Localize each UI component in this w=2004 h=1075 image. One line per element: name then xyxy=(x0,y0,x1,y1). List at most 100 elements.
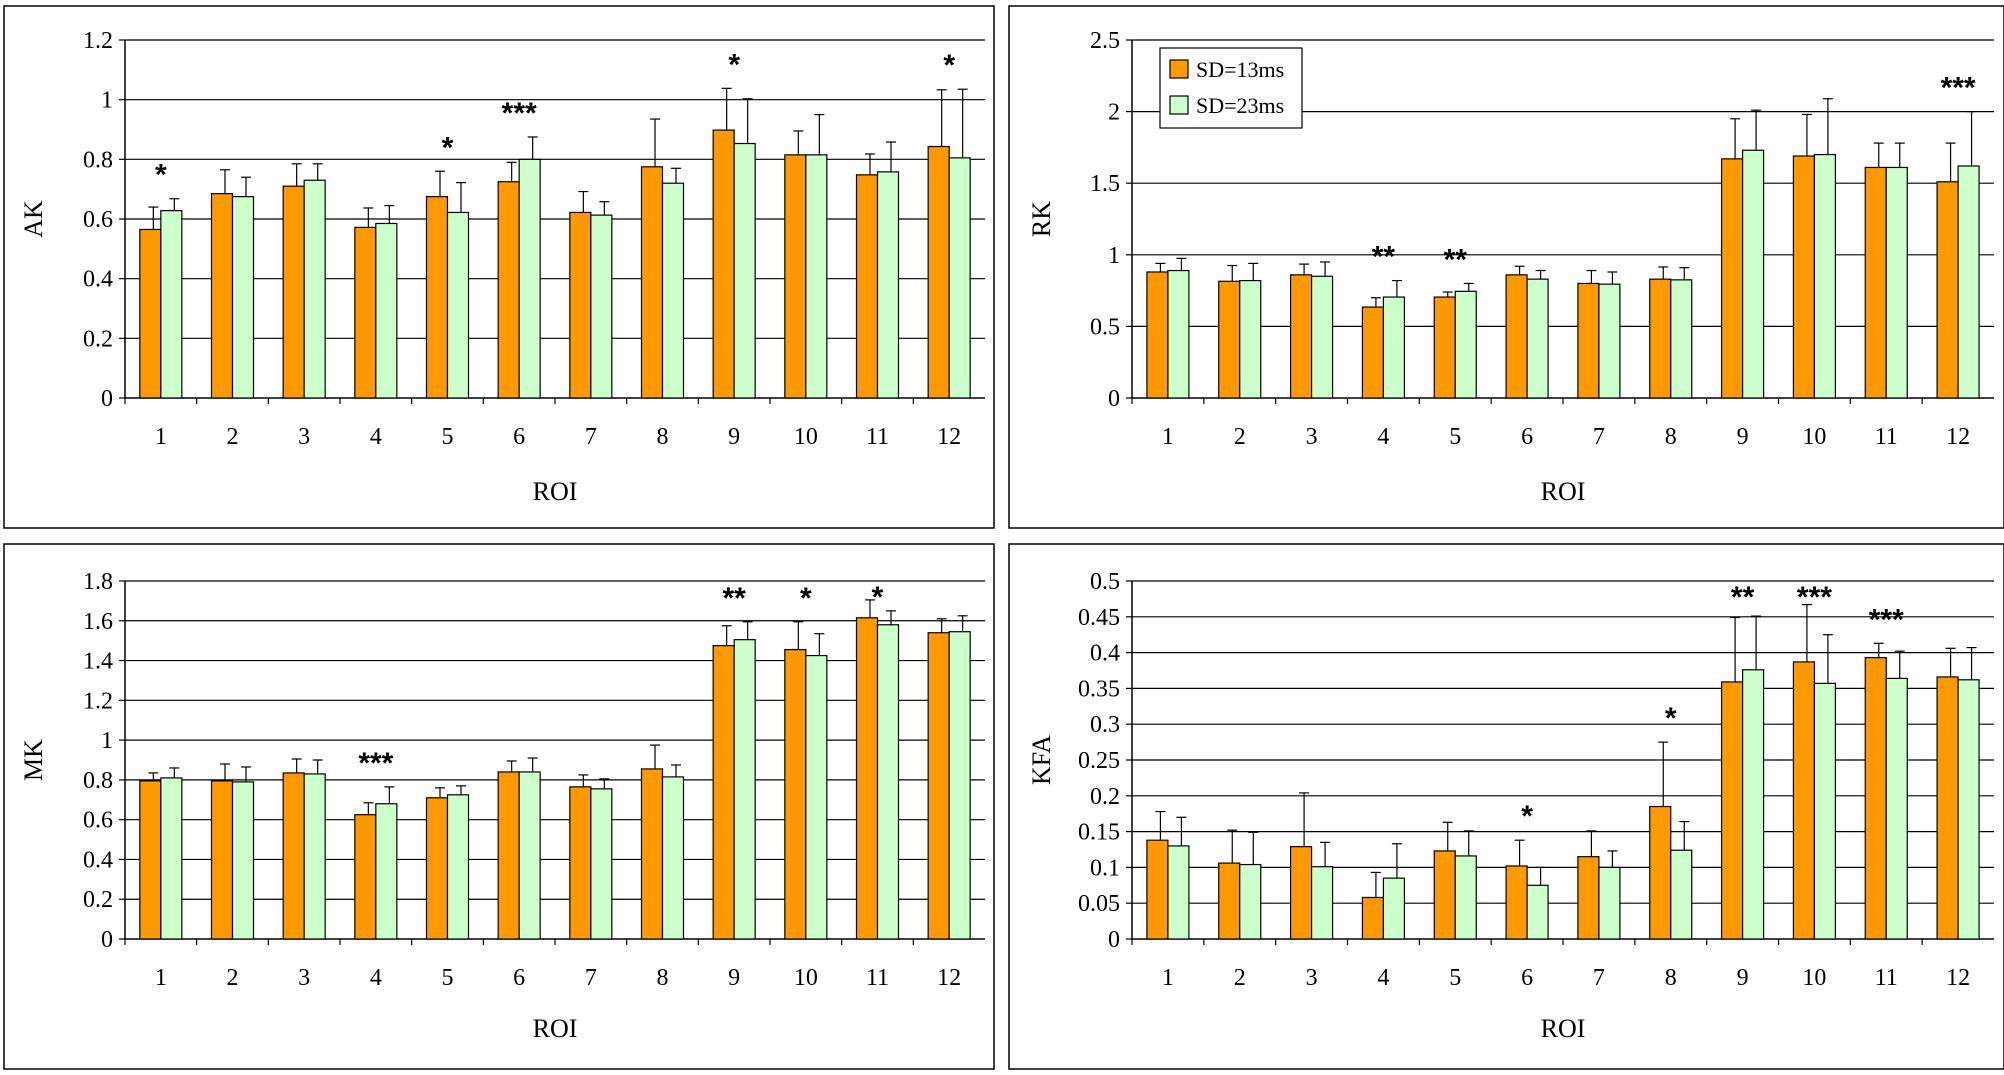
chart-rk: 00.511.522.51 2 3 4**5**6 7 8 9 10 11 12***RKROIS… xyxy=(1008,5,2004,529)
bar-sd13 xyxy=(1649,805,1672,940)
bar-sd13 xyxy=(425,797,449,940)
x-tick-label: 3 xyxy=(1306,424,1318,450)
bar-sd23 xyxy=(303,773,326,940)
bar-sd23 xyxy=(1454,290,1477,399)
bar-sd23 xyxy=(948,157,971,399)
x-axis-label: ROI xyxy=(533,477,578,506)
bar-sd13 xyxy=(1720,681,1744,940)
bar-sd23 xyxy=(1885,166,1908,399)
x-tick-label: 6 xyxy=(1521,965,1533,991)
x-tick-label: 10 xyxy=(1802,424,1826,450)
significance-marker: *** xyxy=(1869,603,1904,636)
y-axis-label: AK xyxy=(19,200,48,238)
bar-sd13 xyxy=(210,193,234,399)
bar-sd23 xyxy=(518,158,541,399)
bar-sd13 xyxy=(712,129,735,399)
bar-sd13 xyxy=(1218,862,1241,940)
bar-sd13 xyxy=(1433,850,1456,940)
x-tick-label: 9 xyxy=(1737,965,1749,991)
legend-label: SD=23ms xyxy=(1196,93,1284,118)
bar-sd23 xyxy=(1382,877,1406,940)
bar-sd13 xyxy=(354,226,377,399)
bar-sd23 xyxy=(1167,269,1190,399)
x-tick-label: 11 xyxy=(866,965,889,991)
bar-sd13 xyxy=(784,649,807,940)
significance-marker: * xyxy=(1521,800,1533,833)
y-tick-label: 1 xyxy=(101,88,113,114)
bar-sd23 xyxy=(518,771,541,940)
bar-sd13 xyxy=(139,780,162,940)
bar-sd13 xyxy=(640,166,664,399)
bar-sd23 xyxy=(1813,153,1837,399)
y-tick-label: 1.6 xyxy=(83,609,113,635)
chart-ak: 0 0.2 0.4 0.6 0.8 1 1.2 1 * 2 3 4 5 * 6 *** 7 8 9 * 10 11 12 * A… xyxy=(3,5,995,529)
y-tick-label: 1.8 xyxy=(83,569,113,595)
x-tick-label: 5 xyxy=(1449,965,1461,991)
x-tick-label: 10 xyxy=(1802,965,1826,991)
bar-sd13 xyxy=(1577,856,1600,940)
x-tick-label: 1 xyxy=(1162,424,1174,450)
x-tick-label: 11 xyxy=(1875,965,1898,991)
bar-sd13 xyxy=(1361,306,1385,399)
bar-sd23 xyxy=(160,777,183,940)
bar-sd23 xyxy=(1167,845,1190,940)
y-tick-label: 1.2 xyxy=(83,28,113,54)
bar-sd13 xyxy=(1936,181,1959,399)
x-tick-label: 6 xyxy=(1521,424,1533,450)
y-tick-label: 0.5 xyxy=(1090,314,1120,340)
y-tick-label: 0.15 xyxy=(1078,820,1120,846)
bar-sd13 xyxy=(569,786,592,940)
bar-sd23 xyxy=(1670,279,1693,399)
bar-sd23 xyxy=(1239,863,1262,940)
significance-marker: * xyxy=(800,582,812,615)
significance-marker: ** xyxy=(1444,243,1468,276)
bar-sd13 xyxy=(1505,865,1528,940)
x-tick-label: 3 xyxy=(1306,965,1318,991)
x-tick-label: 10 xyxy=(794,965,818,991)
bar-sd13 xyxy=(1433,296,1456,399)
bar-sd13 xyxy=(927,145,950,399)
bar-sd13 xyxy=(354,814,377,940)
x-tick-label: 12 xyxy=(937,965,961,991)
bar-sd23 xyxy=(231,196,255,399)
bar-sd23 xyxy=(661,182,685,399)
significance-marker: *** xyxy=(1941,72,1976,105)
bar-sd23 xyxy=(375,803,398,940)
x-tick-label: 9 xyxy=(728,424,740,450)
x-tick-label: 8 xyxy=(657,424,669,450)
bar-sd13 xyxy=(1649,278,1672,399)
x-tick-label: 3 xyxy=(298,424,310,450)
y-tick-label: 1.4 xyxy=(83,649,113,675)
y-tick-label: 0.6 xyxy=(83,808,113,834)
bar-sd13 xyxy=(282,185,305,399)
chart-frame xyxy=(1008,5,2004,529)
y-tick-label: 0.35 xyxy=(1078,676,1120,702)
x-tick-label: 5 xyxy=(442,424,454,450)
y-tick-label: 0.4 xyxy=(1090,641,1120,667)
x-tick-label: 11 xyxy=(1875,424,1898,450)
significance-marker: * xyxy=(872,581,884,614)
bar-sd13 xyxy=(1146,839,1169,940)
x-tick-label: 7 xyxy=(585,424,597,450)
significance-marker: *** xyxy=(502,97,537,130)
x-tick-label: 4 xyxy=(370,424,382,450)
bar-sd13 xyxy=(139,228,162,399)
bar-sd13 xyxy=(1361,896,1385,940)
y-tick-label: 0.3 xyxy=(1090,712,1120,738)
y-tick-label: 0.8 xyxy=(83,147,113,173)
y-tick-label: 0 xyxy=(1108,386,1120,412)
y-tick-label: 2 xyxy=(1108,100,1120,126)
bar-sd23 xyxy=(590,214,613,399)
significance-marker: *** xyxy=(358,747,393,780)
y-tick-label: 0.1 xyxy=(1090,855,1120,881)
bar-sd13 xyxy=(1218,280,1241,399)
significance-marker: ** xyxy=(722,582,746,615)
bar-sd23 xyxy=(590,788,613,940)
bar-sd23 xyxy=(446,794,470,940)
y-tick-label: 0 xyxy=(101,386,113,412)
significance-marker: * xyxy=(728,48,740,81)
significance-marker: * xyxy=(943,49,955,82)
x-tick-label: 3 xyxy=(298,965,310,991)
x-tick-label: 8 xyxy=(1665,424,1677,450)
y-tick-label: 0.6 xyxy=(83,207,113,233)
